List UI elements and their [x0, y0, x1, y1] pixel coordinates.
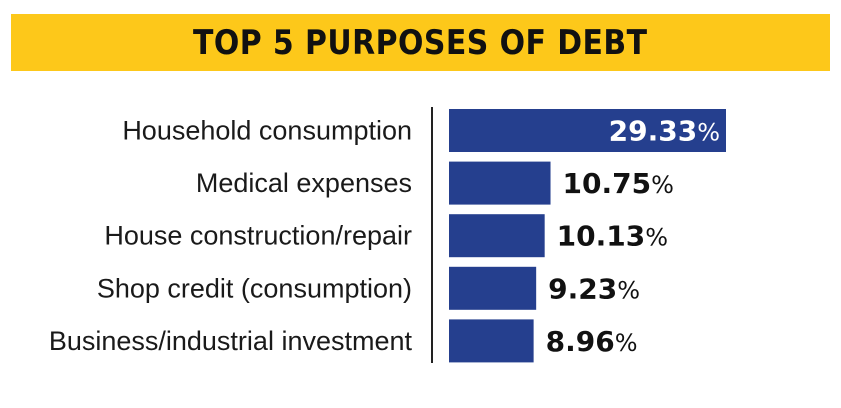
bar: [449, 214, 545, 258]
data-label-value: 9.23: [548, 272, 617, 305]
chart-title: TOP 5 PURPOSES OF DEBT: [193, 22, 648, 63]
data-label-value: 8.96: [546, 325, 615, 358]
data-label: 8.96%: [546, 325, 638, 358]
data-label-value: 29.33: [609, 115, 698, 148]
data-label: 9.23%: [548, 272, 640, 305]
category-label: Business/industrial investment: [49, 326, 413, 356]
title-banner: TOP 5 PURPOSES OF DEBT: [11, 14, 830, 71]
bar: [449, 266, 537, 310]
data-label-unit: %: [651, 171, 674, 199]
bar: [449, 161, 551, 205]
bar: [449, 109, 726, 152]
category-label: Shop credit (consumption): [97, 273, 412, 303]
data-label-value: 10.13: [557, 220, 646, 253]
data-label: 10.13%: [557, 220, 668, 253]
data-label: 29.33%: [609, 115, 720, 148]
data-label: 10.75%: [563, 167, 674, 200]
bar: [449, 319, 534, 363]
data-label-unit: %: [645, 224, 668, 252]
category-label: Medical expenses: [196, 168, 412, 198]
category-label: Household consumption: [122, 116, 412, 146]
data-label-unit: %: [617, 276, 640, 304]
data-label-unit: %: [615, 329, 638, 357]
data-label-unit: %: [697, 119, 720, 147]
data-label-value: 10.75: [563, 167, 652, 200]
category-label: House construction/repair: [104, 221, 412, 251]
